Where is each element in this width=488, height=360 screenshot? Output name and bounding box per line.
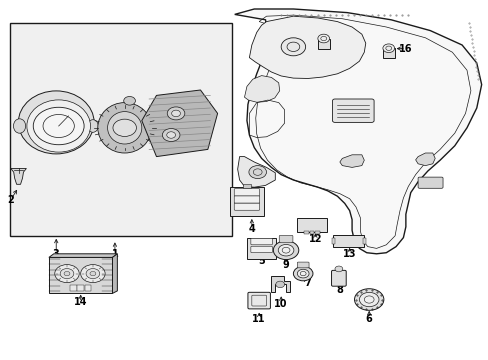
FancyBboxPatch shape <box>234 203 259 210</box>
Text: 10: 10 <box>274 299 287 309</box>
Bar <box>303 231 308 234</box>
Text: 8: 8 <box>336 285 343 295</box>
Polygon shape <box>49 254 117 257</box>
Circle shape <box>354 289 383 310</box>
FancyBboxPatch shape <box>234 189 259 196</box>
Bar <box>317 39 329 49</box>
Circle shape <box>275 281 284 288</box>
Circle shape <box>364 296 373 303</box>
Text: 3: 3 <box>53 249 60 259</box>
Ellipse shape <box>14 119 26 133</box>
FancyBboxPatch shape <box>331 270 346 286</box>
Text: 2: 2 <box>7 195 14 205</box>
FancyBboxPatch shape <box>246 238 276 259</box>
Circle shape <box>359 292 378 307</box>
FancyBboxPatch shape <box>297 218 326 232</box>
Polygon shape <box>234 9 481 254</box>
Text: 13: 13 <box>342 249 356 259</box>
FancyBboxPatch shape <box>250 246 272 253</box>
Bar <box>382 48 394 58</box>
Text: 12: 12 <box>308 234 322 244</box>
Circle shape <box>90 271 96 276</box>
Circle shape <box>81 265 105 283</box>
Polygon shape <box>271 276 289 292</box>
Polygon shape <box>415 153 434 166</box>
Circle shape <box>382 44 394 53</box>
Polygon shape <box>339 155 364 167</box>
Circle shape <box>113 119 136 136</box>
Circle shape <box>248 166 266 179</box>
Circle shape <box>55 265 79 283</box>
Circle shape <box>123 96 135 105</box>
Text: 11: 11 <box>252 314 265 324</box>
Polygon shape <box>244 76 279 102</box>
Circle shape <box>60 269 74 279</box>
FancyBboxPatch shape <box>332 99 373 122</box>
Bar <box>362 238 366 244</box>
Text: 5: 5 <box>258 256 264 266</box>
Circle shape <box>171 110 180 117</box>
Circle shape <box>33 107 84 145</box>
Circle shape <box>167 107 184 120</box>
Text: 15: 15 <box>301 35 314 45</box>
FancyBboxPatch shape <box>234 196 259 203</box>
Circle shape <box>282 247 289 253</box>
FancyBboxPatch shape <box>247 292 270 309</box>
Ellipse shape <box>98 103 151 153</box>
Text: 4: 4 <box>248 224 255 234</box>
Circle shape <box>281 38 305 56</box>
Text: 7: 7 <box>304 278 311 288</box>
Ellipse shape <box>19 91 94 154</box>
Circle shape <box>334 266 342 272</box>
Circle shape <box>86 269 100 279</box>
Circle shape <box>317 34 329 43</box>
Circle shape <box>64 271 70 276</box>
Text: 16: 16 <box>398 44 412 54</box>
Bar <box>309 231 314 234</box>
Circle shape <box>273 241 298 260</box>
Polygon shape <box>112 254 117 293</box>
Text: 14: 14 <box>74 297 87 307</box>
FancyBboxPatch shape <box>417 177 442 188</box>
Ellipse shape <box>27 100 90 152</box>
Circle shape <box>300 271 305 276</box>
FancyBboxPatch shape <box>250 238 272 245</box>
Polygon shape <box>142 90 217 157</box>
FancyBboxPatch shape <box>297 262 308 268</box>
Polygon shape <box>237 157 275 187</box>
Ellipse shape <box>107 112 142 144</box>
Circle shape <box>293 266 312 281</box>
Bar <box>243 184 250 188</box>
Bar <box>331 238 335 244</box>
Text: 9: 9 <box>282 260 289 270</box>
Text: 6: 6 <box>365 314 372 324</box>
Polygon shape <box>11 168 26 184</box>
FancyBboxPatch shape <box>279 235 292 242</box>
Circle shape <box>297 269 308 278</box>
Circle shape <box>166 132 175 138</box>
Text: 1: 1 <box>111 249 118 259</box>
Circle shape <box>162 129 180 141</box>
Bar <box>10 23 232 236</box>
Ellipse shape <box>87 120 98 132</box>
Circle shape <box>278 244 293 256</box>
Bar <box>315 231 320 234</box>
Bar <box>77 285 84 291</box>
Bar <box>84 285 91 291</box>
Polygon shape <box>49 257 112 293</box>
FancyBboxPatch shape <box>332 235 363 247</box>
Bar <box>70 285 77 291</box>
FancyBboxPatch shape <box>230 187 263 216</box>
Polygon shape <box>249 16 365 78</box>
